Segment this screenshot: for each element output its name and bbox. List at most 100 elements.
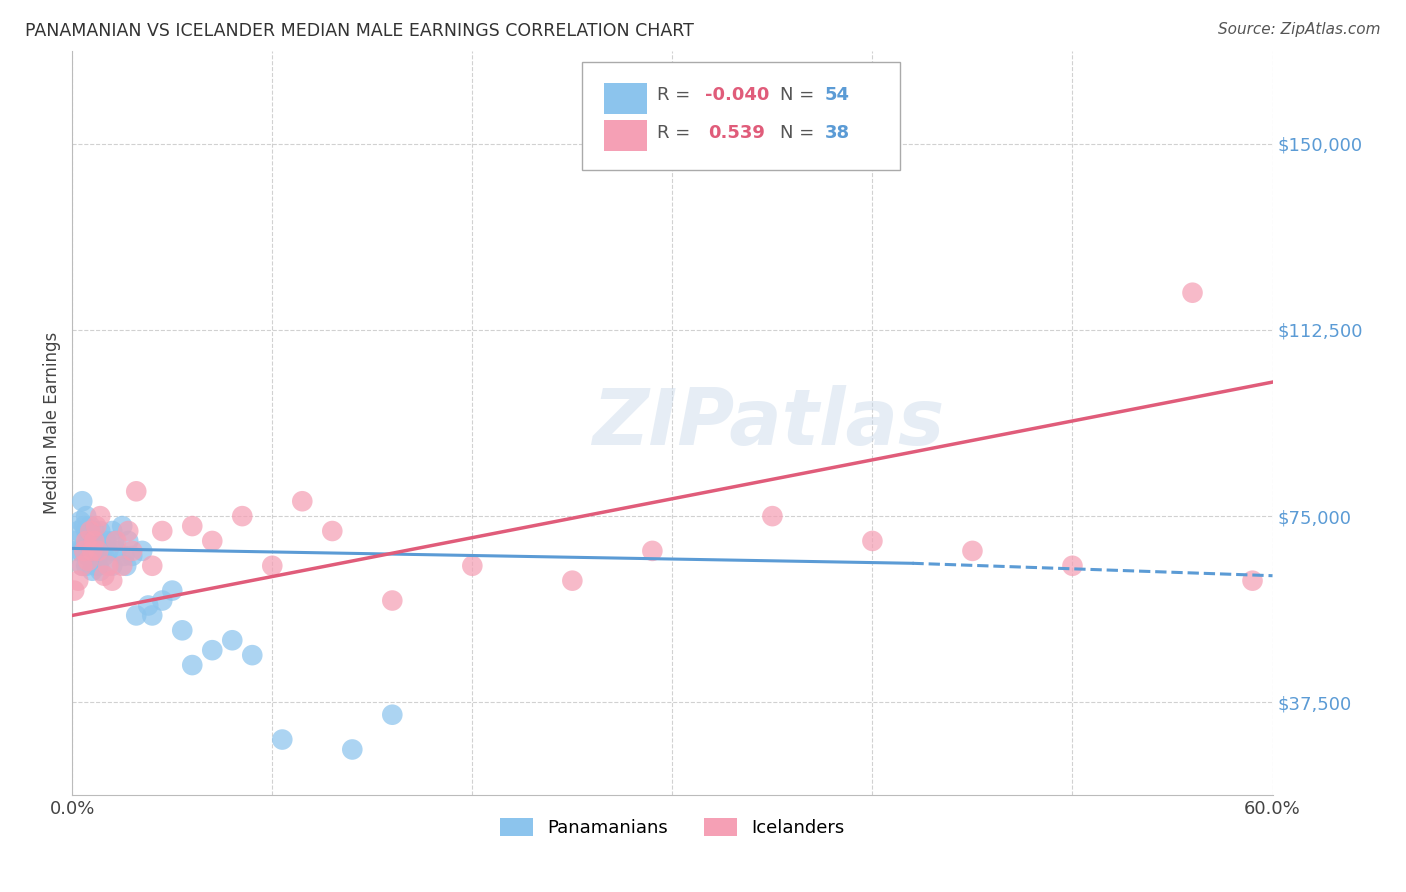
Point xyxy=(67,574,90,588)
Point xyxy=(231,509,253,524)
Point xyxy=(67,524,90,538)
Text: PANAMANIAN VS ICELANDER MEDIAN MALE EARNINGS CORRELATION CHART: PANAMANIAN VS ICELANDER MEDIAN MALE EARN… xyxy=(25,22,695,40)
FancyBboxPatch shape xyxy=(582,62,900,169)
Text: 0.539: 0.539 xyxy=(709,124,765,142)
Text: 38: 38 xyxy=(825,124,851,142)
Point xyxy=(75,558,97,573)
Point xyxy=(84,533,107,548)
Point xyxy=(89,564,111,578)
Point xyxy=(181,519,204,533)
Point xyxy=(125,484,148,499)
Point xyxy=(117,533,139,548)
Point xyxy=(84,558,107,573)
Point xyxy=(136,599,159,613)
Point xyxy=(115,558,138,573)
Point xyxy=(641,544,664,558)
Point xyxy=(93,568,115,582)
Point xyxy=(83,524,105,538)
Point xyxy=(103,533,125,548)
Point xyxy=(1241,574,1264,588)
Point xyxy=(112,549,135,563)
Point xyxy=(125,608,148,623)
Point xyxy=(321,524,343,538)
Point xyxy=(75,509,97,524)
Point xyxy=(82,564,104,578)
Point xyxy=(111,519,134,533)
Point xyxy=(77,549,100,563)
Point xyxy=(131,544,153,558)
Point xyxy=(69,544,91,558)
Point xyxy=(87,544,110,558)
Point xyxy=(761,509,783,524)
Point xyxy=(83,544,105,558)
Point xyxy=(73,544,96,558)
Point xyxy=(381,707,404,722)
Point xyxy=(101,558,124,573)
Point xyxy=(342,742,364,756)
Point xyxy=(381,593,404,607)
Point xyxy=(860,533,883,548)
Point xyxy=(70,494,93,508)
Point xyxy=(79,544,101,558)
Point xyxy=(221,633,243,648)
Point xyxy=(84,519,107,533)
Point xyxy=(141,558,163,573)
Text: N =: N = xyxy=(780,87,820,104)
Point xyxy=(101,524,124,538)
Text: 54: 54 xyxy=(825,87,849,104)
Text: R =: R = xyxy=(657,87,696,104)
Point xyxy=(105,544,128,558)
Point xyxy=(79,519,101,533)
Point xyxy=(87,544,110,558)
Point xyxy=(87,558,110,573)
Point xyxy=(77,554,100,568)
Point xyxy=(172,624,194,638)
Point xyxy=(150,524,173,538)
Point xyxy=(101,574,124,588)
Point xyxy=(271,732,294,747)
Point xyxy=(73,544,96,558)
Point xyxy=(70,558,93,573)
Text: -0.040: -0.040 xyxy=(704,87,769,104)
Point xyxy=(262,558,284,573)
Legend: Panamanians, Icelanders: Panamanians, Icelanders xyxy=(491,808,853,846)
Point xyxy=(96,533,118,548)
Point xyxy=(461,558,484,573)
Point xyxy=(150,593,173,607)
Point xyxy=(97,544,120,558)
Point xyxy=(70,558,93,573)
Point xyxy=(82,544,104,558)
Point xyxy=(240,648,263,662)
Text: R =: R = xyxy=(657,124,702,142)
Text: N =: N = xyxy=(780,124,820,142)
Point xyxy=(63,533,86,548)
Point xyxy=(1062,558,1084,573)
Point xyxy=(121,549,143,563)
Point xyxy=(561,574,583,588)
Point xyxy=(97,558,120,573)
Point xyxy=(121,544,143,558)
Point xyxy=(201,643,224,657)
Point xyxy=(141,608,163,623)
Point xyxy=(93,549,115,563)
Point xyxy=(117,524,139,538)
Point xyxy=(75,524,97,538)
Point xyxy=(82,549,104,563)
FancyBboxPatch shape xyxy=(605,120,647,152)
Text: Source: ZipAtlas.com: Source: ZipAtlas.com xyxy=(1218,22,1381,37)
Point xyxy=(83,533,105,548)
Point xyxy=(79,524,101,538)
Text: ZIPatlas: ZIPatlas xyxy=(592,385,945,461)
Point xyxy=(73,519,96,533)
Point xyxy=(89,524,111,538)
Point xyxy=(291,494,314,508)
Point xyxy=(65,544,87,558)
Point xyxy=(75,533,97,548)
Point xyxy=(89,509,111,524)
Point xyxy=(201,533,224,548)
Y-axis label: Median Male Earnings: Median Male Earnings xyxy=(44,332,60,514)
Point xyxy=(181,658,204,673)
Point xyxy=(105,533,128,548)
Point xyxy=(1181,285,1204,300)
Point xyxy=(91,544,114,558)
